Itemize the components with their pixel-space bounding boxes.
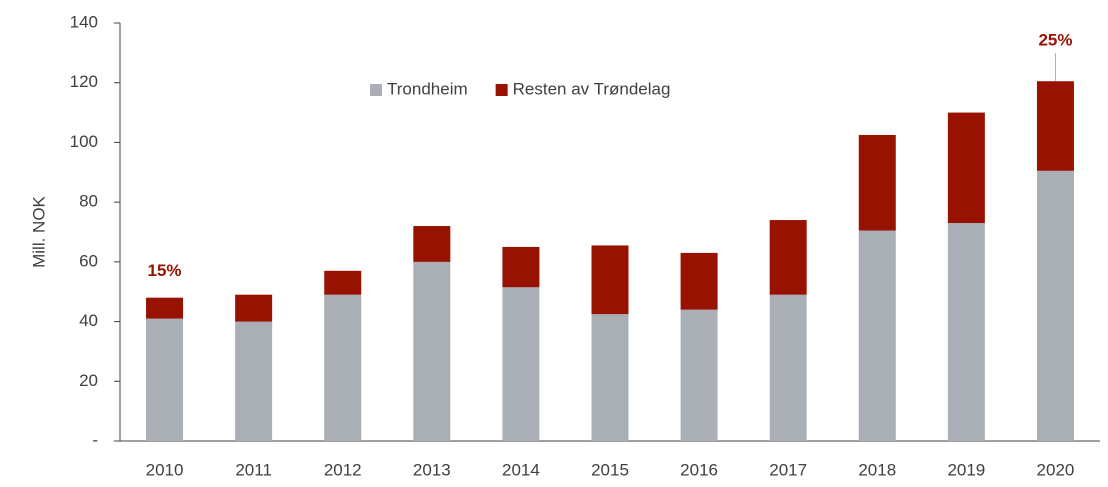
y-tick-label: - bbox=[92, 430, 98, 449]
x-tick-label: 2020 bbox=[1037, 460, 1075, 479]
bar-segment bbox=[146, 318, 184, 441]
bar-segment bbox=[591, 245, 629, 315]
y-axis-label: Mill. NOK bbox=[29, 195, 48, 267]
bar-segment bbox=[591, 314, 629, 441]
x-tick-label: 2014 bbox=[502, 460, 540, 479]
y-tick-label: 40 bbox=[79, 311, 98, 330]
bar-segment bbox=[858, 230, 896, 441]
bar-segment bbox=[1036, 170, 1074, 442]
y-tick-label: 120 bbox=[70, 72, 98, 91]
legend-swatch bbox=[495, 84, 508, 96]
bar-segment bbox=[1036, 81, 1074, 171]
y-tick-label: 100 bbox=[70, 132, 98, 151]
legend-label: Resten av Trøndelag bbox=[513, 79, 671, 98]
y-tick-label: 80 bbox=[79, 192, 98, 211]
x-tick-label: 2015 bbox=[591, 460, 629, 479]
bar-segment bbox=[769, 220, 807, 295]
bar-segment bbox=[947, 223, 985, 441]
x-tick-label: 2012 bbox=[324, 460, 362, 479]
x-tick-label: 2019 bbox=[947, 460, 985, 479]
x-tick-label: 2018 bbox=[858, 460, 896, 479]
bar-segment bbox=[947, 112, 985, 224]
bar-segment bbox=[858, 134, 896, 231]
x-tick-label: 2016 bbox=[680, 460, 718, 479]
y-tick-label: 140 bbox=[70, 12, 98, 31]
bar-segment bbox=[235, 321, 273, 441]
y-tick-label: 60 bbox=[79, 251, 98, 270]
annotation: 25% bbox=[1038, 31, 1072, 50]
bar-segment bbox=[769, 294, 807, 441]
bar-segment bbox=[324, 294, 362, 441]
x-tick-label: 2013 bbox=[413, 460, 451, 479]
bar-segment bbox=[324, 270, 362, 295]
y-tick-label: 20 bbox=[79, 371, 98, 390]
bar-segment bbox=[502, 287, 540, 441]
legend-label: Trondheim bbox=[387, 79, 468, 98]
x-tick-label: 2017 bbox=[769, 460, 807, 479]
bar-segment bbox=[413, 261, 451, 441]
bar-segment bbox=[680, 309, 718, 441]
bar-segment bbox=[502, 246, 540, 288]
legend-swatch bbox=[370, 84, 382, 96]
bar-segment bbox=[680, 252, 718, 310]
bar-segment bbox=[413, 226, 451, 262]
bar-segment bbox=[235, 294, 273, 322]
annotation: 15% bbox=[148, 261, 182, 280]
bar-segment bbox=[146, 297, 184, 319]
x-tick-label: 2010 bbox=[146, 460, 184, 479]
x-tick-label: 2011 bbox=[235, 460, 272, 479]
